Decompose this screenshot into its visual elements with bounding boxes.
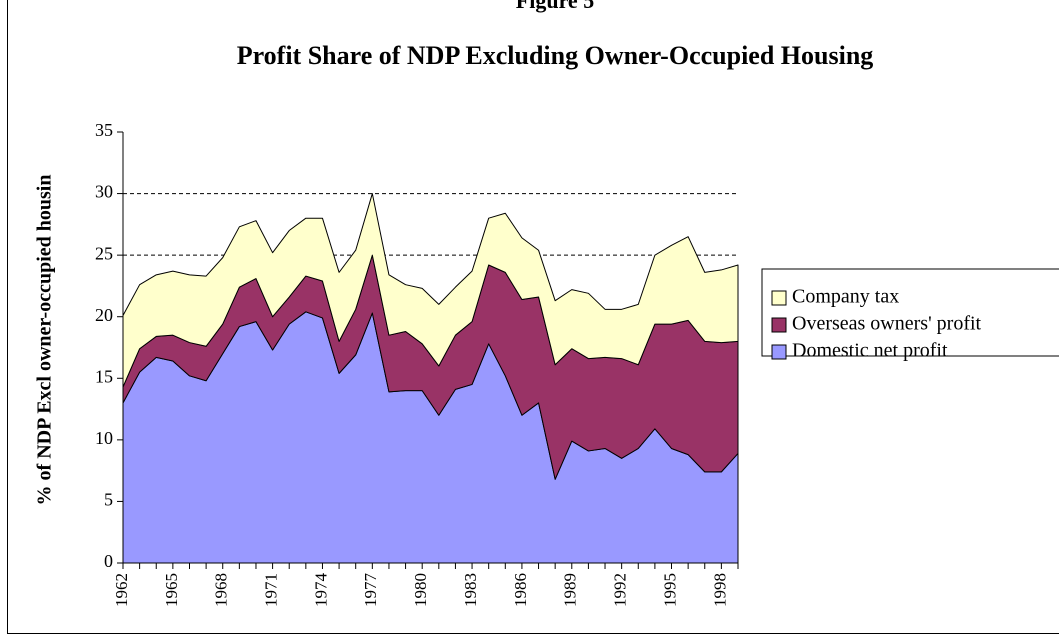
y-tick-label: 15 — [95, 366, 113, 386]
x-tick-label: 1992 — [611, 573, 630, 607]
y-tick-label: 20 — [95, 305, 113, 325]
y-tick-label: 10 — [95, 428, 113, 448]
y-tick-label: 35 — [95, 120, 113, 140]
x-tick-label: 1980 — [411, 573, 430, 607]
x-tick-label: 1998 — [710, 573, 729, 607]
figure-label: Figure 5 — [516, 0, 594, 13]
y-axis-label: % of NDP Excl owner-occupied housin — [34, 175, 56, 506]
x-tick-label: 1989 — [561, 573, 580, 607]
x-tick-label: 1974 — [311, 573, 330, 608]
legend-swatch — [771, 317, 787, 333]
x-tick-label: 1995 — [660, 573, 679, 607]
x-tick-label: 1965 — [162, 573, 181, 607]
chart-title: Profit Share of NDP Excluding Owner-Occu… — [237, 41, 874, 70]
legend-label: Overseas owners' profit — [792, 313, 982, 335]
area — [122, 193, 739, 388]
legend-swatch — [771, 290, 787, 306]
legend-label: Domestic net profit — [792, 340, 948, 362]
x-tick-label: 1968 — [212, 573, 231, 607]
legend-box — [761, 268, 1059, 357]
legend-label: Company tax — [792, 286, 899, 308]
x-tick-label: 1977 — [361, 573, 380, 608]
y-tick-label: 5 — [104, 490, 113, 510]
x-tick-label: 1986 — [511, 573, 530, 607]
y-tick-label: 30 — [95, 182, 113, 202]
x-tick-label: 1971 — [262, 573, 281, 607]
y-tick-label: 0 — [104, 551, 113, 571]
x-tick-label: 1983 — [461, 573, 480, 607]
y-tick-label: 25 — [95, 243, 113, 263]
x-tick-label: 1962 — [112, 573, 131, 607]
legend-swatch — [771, 344, 787, 360]
